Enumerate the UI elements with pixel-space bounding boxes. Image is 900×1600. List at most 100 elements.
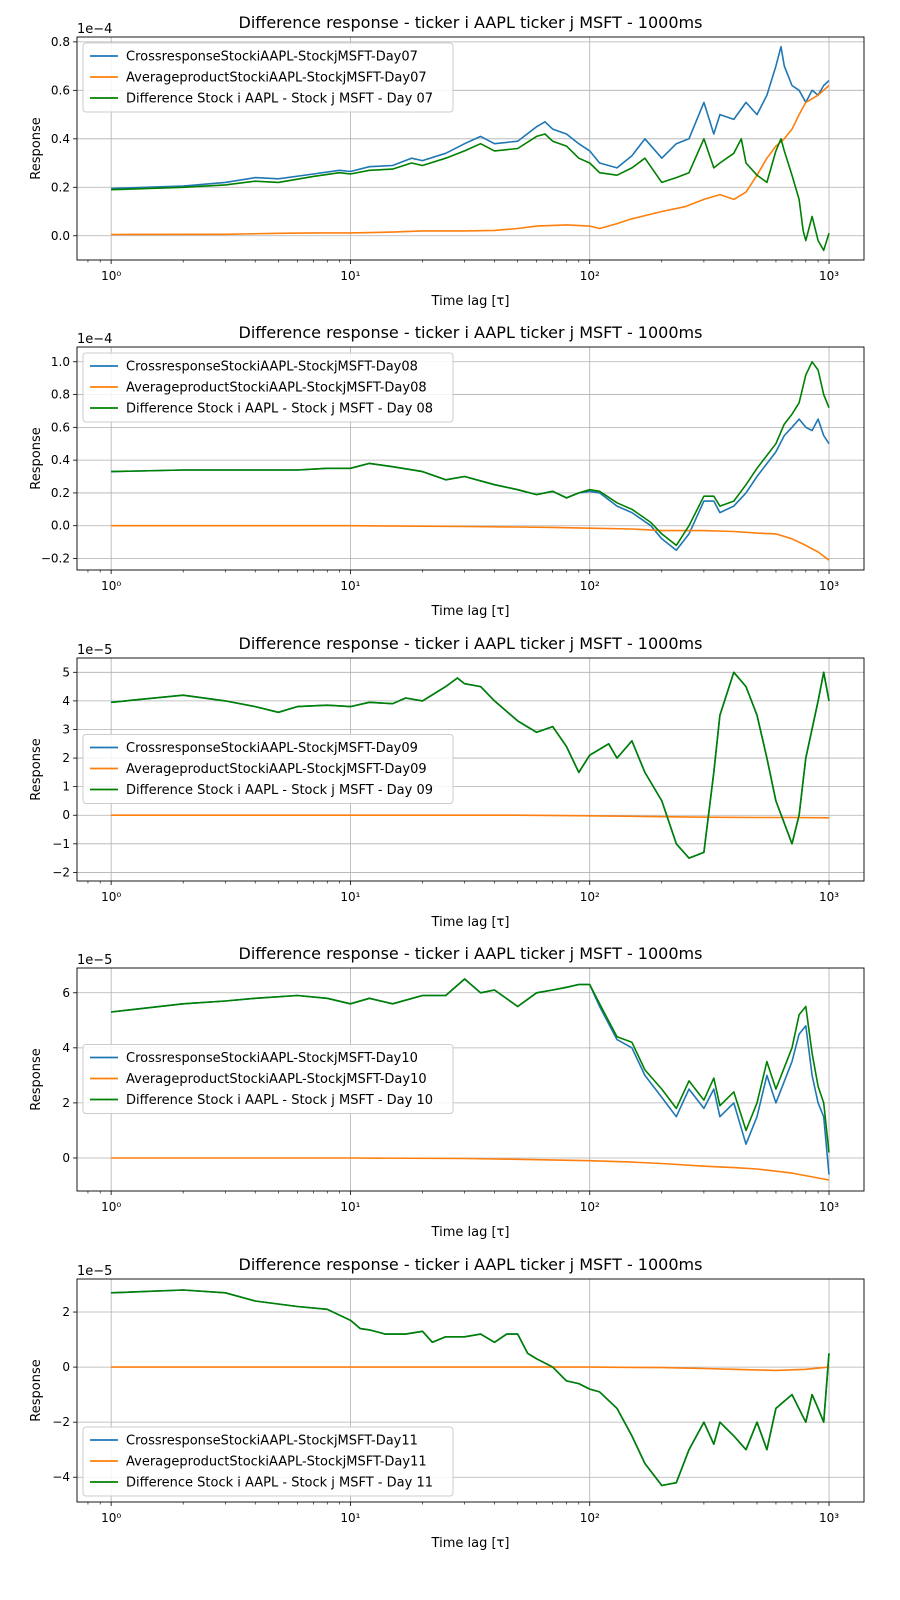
series-group <box>111 978 830 1181</box>
legend-label-1: CrossresponseStockiAAPL-StockjMSFT-Day09 <box>126 741 418 756</box>
chart-title: Difference response - ticker i AAPL tick… <box>239 944 703 963</box>
series-group <box>111 360 830 561</box>
legend-label-1: CrossresponseStockiAAPL-StockjMSFT-Day10 <box>126 1051 418 1066</box>
y-multiplier-label: 1e−5 <box>77 953 112 968</box>
y-tick-label: 4 <box>62 694 70 708</box>
x-tick-label: 10⁰ <box>101 890 121 904</box>
y-tick-label: 0 <box>62 1360 70 1374</box>
series-group <box>111 671 830 859</box>
y-tick-label: 0.6 <box>51 420 70 434</box>
y-tick-label: −2 <box>52 1415 70 1429</box>
legend-label-2: AverageproductStockiAAPL-StockjMSFT-Day0… <box>126 71 427 86</box>
y-tick-label: 0 <box>62 1151 70 1165</box>
legend-label-3: Difference Stock i AAPL - Stock j MSFT -… <box>126 1093 433 1108</box>
x-tick-label: 10² <box>580 890 600 904</box>
axes-frame <box>76 36 865 261</box>
chart-panel-4: Difference response - ticker i AAPL tick… <box>29 944 865 1240</box>
chart-panel-5: Difference response - ticker i AAPL tick… <box>29 1255 865 1551</box>
legend-label-2: AverageproductStockiAAPL-StockjMSFT-Day0… <box>126 381 427 396</box>
y-tick-label: 0.0 <box>51 229 70 243</box>
legend-box <box>82 352 454 423</box>
axes-frame <box>76 657 865 882</box>
x-tick-label: 10² <box>580 1200 600 1214</box>
y-tick-label: −1 <box>52 837 70 851</box>
chart-panel-2: Difference response - ticker i AAPL tick… <box>29 323 865 619</box>
x-axis-label: Time lag [τ] <box>431 1536 510 1551</box>
y-multiplier-label: 1e−5 <box>77 643 112 658</box>
series-line-2 <box>111 84 830 236</box>
x-tick-label: 10³ <box>819 1511 839 1525</box>
x-tick-label: 10¹ <box>340 579 360 593</box>
x-tick-label: 10¹ <box>340 1200 360 1214</box>
x-axis-label: Time lag [τ] <box>431 604 510 619</box>
x-tick-label: 10³ <box>819 579 839 593</box>
y-tick-label: 6 <box>62 986 70 1000</box>
legend-box <box>82 734 454 804</box>
y-tick-label: 0.4 <box>51 453 70 467</box>
legend-box <box>82 1044 454 1114</box>
x-tick-label: 10⁰ <box>101 579 121 593</box>
x-tick-label: 10⁰ <box>101 1511 121 1525</box>
axes-frame <box>76 1278 865 1503</box>
x-tick-label: 10³ <box>819 890 839 904</box>
legend-label-3: Difference Stock i AAPL - Stock j MSFT -… <box>126 92 433 107</box>
series-line-2 <box>111 1366 830 1372</box>
series-line-3 <box>111 978 830 1153</box>
y-tick-label: 3 <box>62 722 70 736</box>
legend-label-1: CrossresponseStockiAAPL-StockjMSFT-Day11 <box>126 1434 418 1449</box>
legend-box <box>82 1426 454 1497</box>
series-group <box>111 45 830 252</box>
y-tick-label: 0.8 <box>51 35 70 49</box>
x-tick-label: 10³ <box>819 269 839 283</box>
y-multiplier-label: 1e−4 <box>77 22 112 37</box>
chart-title: Difference response - ticker i AAPL tick… <box>239 634 703 653</box>
y-tick-label: 4 <box>62 1041 70 1055</box>
y-tick-label: 1 <box>62 780 70 794</box>
legend-label-2: AverageproductStockiAAPL-StockjMSFT-Day1… <box>126 1072 427 1087</box>
y-tick-label: 0 <box>62 808 70 822</box>
series-line-3 <box>111 671 830 859</box>
legend-label-1: CrossresponseStockiAAPL-StockjMSFT-Day07 <box>126 50 418 65</box>
series-line-2 <box>111 1157 830 1181</box>
x-tick-label: 10³ <box>819 1200 839 1214</box>
series-line-2 <box>111 524 830 561</box>
series-line-3 <box>111 1289 830 1487</box>
chart-title: Difference response - ticker i AAPL tick… <box>239 323 703 342</box>
y-axis-label: Response <box>29 738 44 800</box>
series-line-1 <box>111 45 830 190</box>
y-axis-label: Response <box>29 1048 44 1110</box>
legend: CrossresponseStockiAAPL-StockjMSFT-Day11… <box>82 1426 454 1497</box>
legend-label-2: AverageproductStockiAAPL-StockjMSFT-Day0… <box>126 762 427 777</box>
chart-title: Difference response - ticker i AAPL tick… <box>239 1255 703 1274</box>
y-axis-label: Response <box>29 1359 44 1421</box>
y-tick-label: −2 <box>52 865 70 879</box>
legend: CrossresponseStockiAAPL-StockjMSFT-Day10… <box>82 1044 454 1114</box>
x-tick-label: 10⁰ <box>101 269 121 283</box>
legend-label-2: AverageproductStockiAAPL-StockjMSFT-Day1… <box>126 1455 427 1470</box>
y-tick-label: 5 <box>62 665 70 679</box>
y-tick-label: 0.8 <box>51 388 70 402</box>
x-axis-label: Time lag [τ] <box>431 294 510 309</box>
series-line-3 <box>111 360 830 547</box>
y-multiplier-label: 1e−5 <box>77 1264 112 1279</box>
y-axis-label: Response <box>29 427 44 489</box>
legend: CrossresponseStockiAAPL-StockjMSFT-Day08… <box>82 352 454 423</box>
x-tick-label: 10⁰ <box>101 1200 121 1214</box>
y-tick-label: 2 <box>62 1305 70 1319</box>
y-tick-label: 0.6 <box>51 83 70 97</box>
y-tick-label: −0.2 <box>41 552 70 566</box>
legend: CrossresponseStockiAAPL-StockjMSFT-Day07… <box>82 42 454 113</box>
y-axis-label: Response <box>29 117 44 179</box>
y-tick-label: 2 <box>62 1096 70 1110</box>
chart-title: Difference response - ticker i AAPL tick… <box>239 13 703 32</box>
legend-label-3: Difference Stock i AAPL - Stock j MSFT -… <box>126 1476 433 1491</box>
x-axis-label: Time lag [τ] <box>431 915 510 930</box>
x-tick-label: 10¹ <box>340 890 360 904</box>
legend-label-3: Difference Stock i AAPL - Stock j MSFT -… <box>126 783 433 798</box>
y-tick-label: 0.4 <box>51 132 70 146</box>
x-tick-label: 10² <box>580 269 600 283</box>
x-tick-label: 10² <box>580 1511 600 1525</box>
x-axis-label: Time lag [τ] <box>431 1225 510 1240</box>
y-multiplier-label: 1e−4 <box>77 332 112 347</box>
